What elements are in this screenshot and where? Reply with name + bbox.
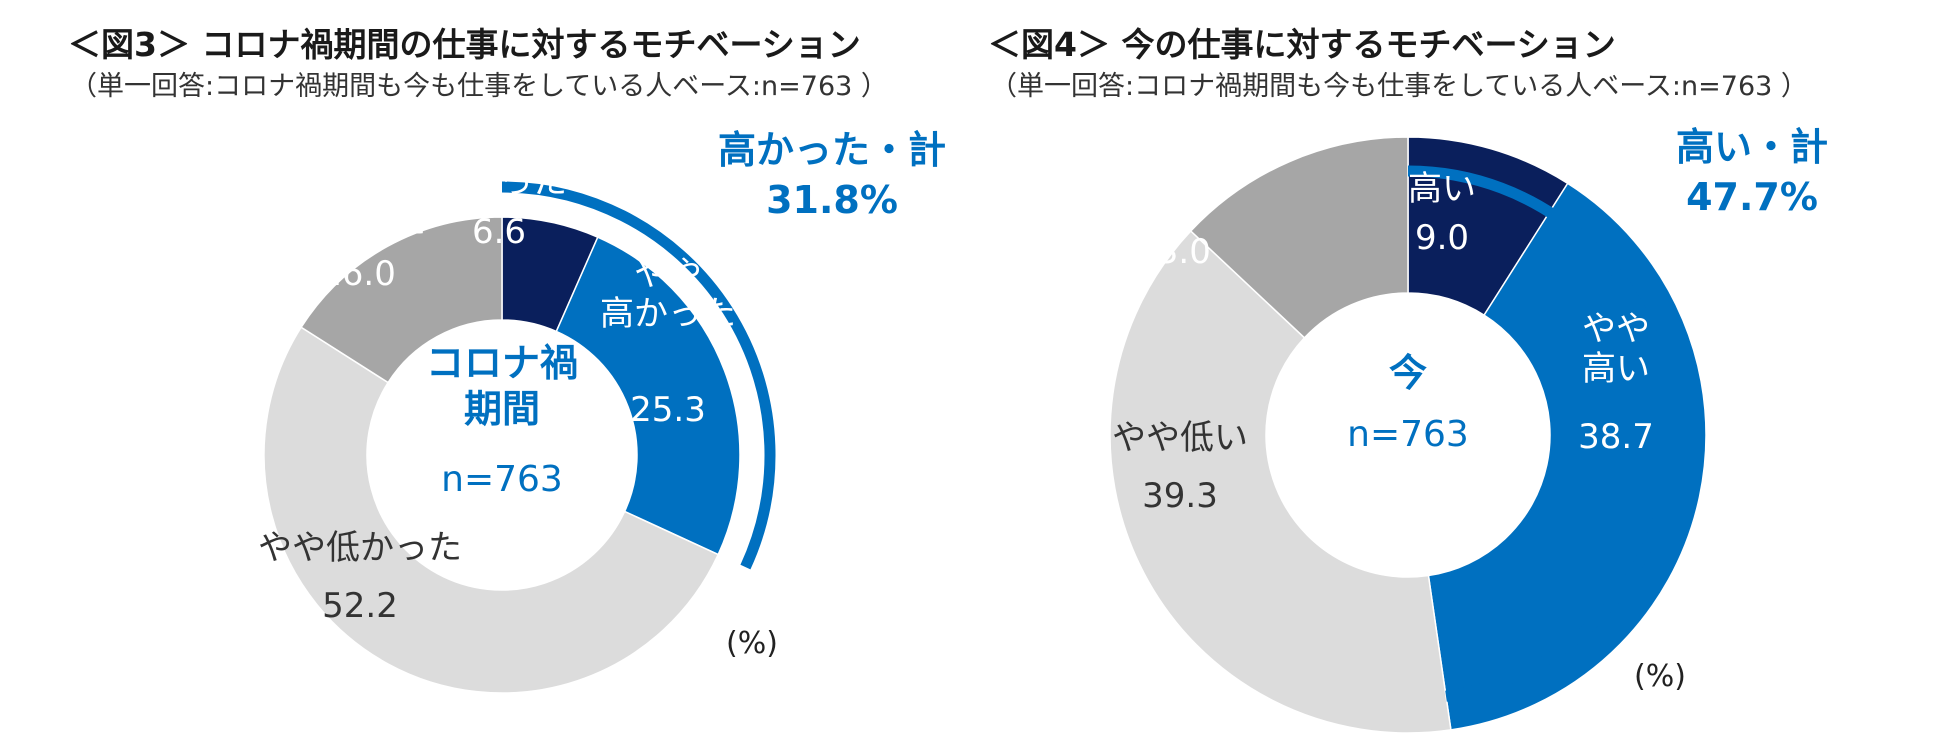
chart4-title: ＜図4＞ 今の仕事に対するモチベーション [988,25,1616,64]
chart4-slice-3 [1189,136,1409,339]
chart3-slice-1 [555,236,741,556]
chart3-slice-value-1: 25.3 [630,390,706,430]
chart4-slice-label-2: やや低い [1112,418,1248,458]
chart3-total-ring [501,181,776,570]
chart4-slice-2 [1109,229,1452,734]
chart4-slice-label-0: 高い [1408,169,1476,209]
chart3-slice-label-1: やや高かった [600,254,736,334]
chart3-slice-3 [300,216,503,384]
chart3-slice-value-3: 16.0 [320,254,396,294]
chart3-slice-label-0: 高かった [431,162,567,202]
chart3-slice-label-2: やや低かった [258,528,462,568]
chart4-subtitle: （単一回答:コロナ禍期間も今も仕事をしている人ベース:n=763 ） [990,71,1808,102]
chart4-slice-value-0: 9.0 [1415,218,1469,258]
chart3-subtitle: （単一回答:コロナ禍期間も今も仕事をしている人ベース:n=763 ） [70,71,888,102]
chart4-slice-value-3: 13.0 [1135,232,1211,272]
chart4-total-ring [1407,165,1678,702]
chart3-slice-2 [263,326,720,694]
chart3-slice-value-2: 52.2 [322,586,398,626]
chart4-unit-note: (%) [1634,659,1686,694]
chart4-slice-1 [1427,182,1707,731]
chart4-slice-value-2: 39.3 [1142,476,1218,516]
chart4-center-label: 今 [1389,351,1427,395]
chart3-slice-label-3: 低かった [290,202,426,242]
chart3-center-label: コロナ禍期間 [426,341,578,431]
chart4-slice-label-1: やや高い [1582,309,1650,389]
chart4-slice-value-1: 38.7 [1578,417,1654,457]
chart3-total-callout: 高かった・計 31.8% [718,128,946,222]
chart4-center-n: n=763 [1347,414,1469,455]
chart3-slice-value-0: 6.6 [472,212,526,252]
chart4-total-callout: 高い・計 47.7% [1676,125,1828,219]
chart3-unit-note: (%) [726,626,778,661]
chart4-slice-label-3: 低い [1139,174,1207,214]
chart3-title: ＜図3＞ コロナ禍期間の仕事に対するモチベーション [68,25,861,64]
chart3-center-n: n=763 [441,459,563,500]
